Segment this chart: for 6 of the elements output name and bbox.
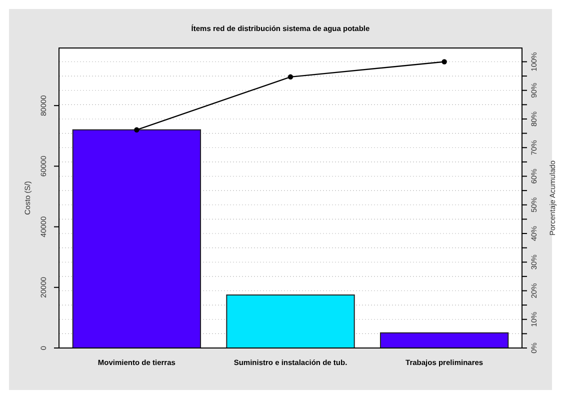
- bar: [226, 294, 355, 348]
- bar: [72, 129, 202, 348]
- bar: [380, 332, 509, 348]
- point: [134, 127, 140, 132]
- point: [288, 74, 294, 80]
- point: [442, 59, 447, 64]
